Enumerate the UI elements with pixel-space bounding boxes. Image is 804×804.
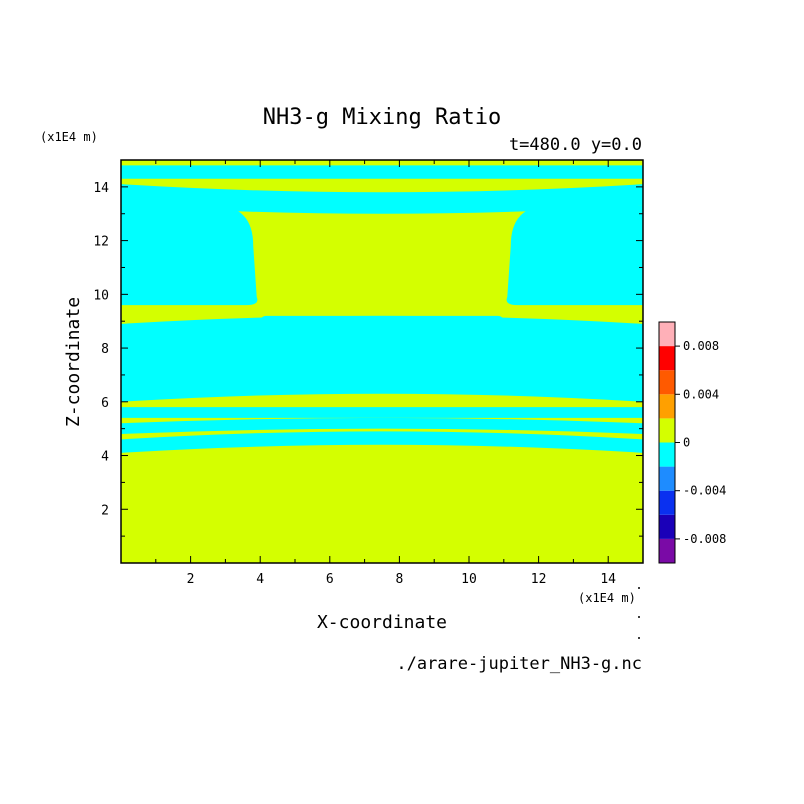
colorbar-swatch bbox=[659, 514, 675, 539]
y-tick-label: 8 bbox=[101, 342, 109, 357]
plot-frame bbox=[120, 159, 644, 564]
x-tick-label: 6 bbox=[326, 572, 334, 587]
colorbar-swatch bbox=[659, 538, 675, 563]
y-axis-ticks: 2 4 6 8 10 12 14 bbox=[93, 181, 643, 537]
heatmap-band-7 bbox=[121, 417, 643, 435]
colorbar-swatch bbox=[659, 466, 675, 491]
decorative-dot bbox=[638, 587, 640, 589]
y-tick-label: 2 bbox=[101, 503, 109, 518]
colorbar-tick-label: -0.004 bbox=[683, 484, 726, 498]
decorative-dot bbox=[638, 616, 640, 618]
x-tick-label: 4 bbox=[256, 572, 264, 587]
x-tick-label: 10 bbox=[461, 572, 477, 587]
chart-title: NH3-g Mixing Ratio bbox=[263, 105, 501, 130]
x-tick-label: 12 bbox=[531, 572, 547, 587]
colorbar-swatch bbox=[659, 370, 675, 395]
x-axis-ticks: 2 4 6 8 10 12 14 bbox=[155, 160, 616, 587]
heatmap-band-8 bbox=[121, 431, 643, 453]
y-tick-label: 12 bbox=[93, 235, 109, 250]
y-tick-label: 14 bbox=[93, 181, 109, 196]
colorbar-swatch bbox=[659, 322, 675, 347]
heatmap-band-3-left bbox=[121, 205, 258, 306]
colorbar-swatch bbox=[659, 394, 675, 419]
x-tick-label: 14 bbox=[600, 572, 616, 587]
colorbar-tick-label: 0.008 bbox=[683, 339, 719, 353]
decorative-dot bbox=[638, 637, 640, 639]
colorbar-swatch bbox=[659, 442, 675, 467]
chart-subtitle: t=480.0 y=0.0 bbox=[509, 135, 642, 155]
y-tick-label: 6 bbox=[101, 396, 109, 411]
heatmap-band-3-right bbox=[506, 205, 643, 306]
x-tick-label: 2 bbox=[187, 572, 195, 587]
heatmap-plot bbox=[120, 159, 644, 564]
heatmap-band-5 bbox=[121, 315, 643, 402]
y-axis-label: Z-coordinate bbox=[63, 297, 84, 427]
colorbar-tick-label: -0.008 bbox=[683, 532, 726, 546]
colorbar-swatch bbox=[659, 418, 675, 443]
x-tick-label: 8 bbox=[395, 572, 403, 587]
colorbar-tick-label: 0.004 bbox=[683, 387, 719, 401]
heatmap-band-1 bbox=[121, 165, 643, 179]
x-axis-label: X-coordinate bbox=[317, 612, 447, 633]
colorbar-swatch bbox=[659, 346, 675, 371]
colorbar: 0.008 0.004 0 -0.004 -0.008 bbox=[638, 321, 726, 639]
source-file-label: ./arare-jupiter_NH3-g.nc bbox=[396, 654, 642, 674]
y-tick-label: 10 bbox=[93, 288, 109, 303]
y-tick-label: 4 bbox=[101, 450, 109, 465]
colorbar-tick-label: 0 bbox=[683, 436, 690, 450]
x-unit-label: (x1E4 m) bbox=[578, 591, 636, 605]
heatmap-band-2 bbox=[121, 184, 643, 214]
colorbar-swatch bbox=[659, 490, 675, 515]
y-unit-label: (x1E4 m) bbox=[40, 130, 98, 144]
heatmap-band-6 bbox=[121, 407, 643, 418]
